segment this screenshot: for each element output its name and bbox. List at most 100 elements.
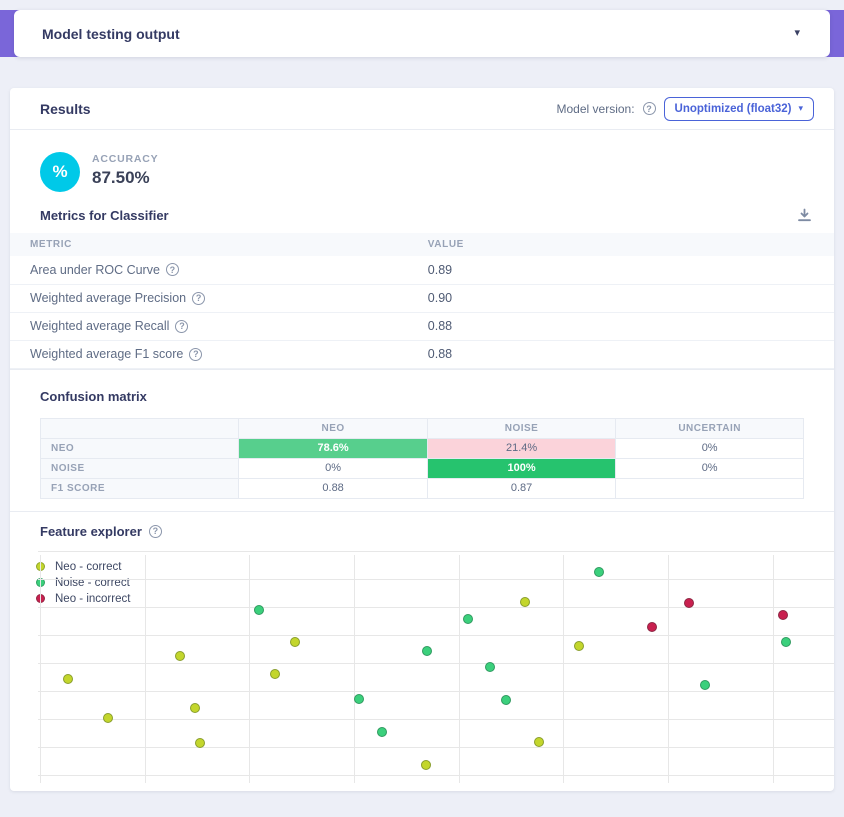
results-card: Results Model version: Unoptimized (floa… [10, 88, 834, 791]
data-point[interactable] [574, 640, 584, 651]
gridline [145, 554, 146, 783]
confusion-row-label: NOISE [39, 457, 240, 479]
gridline [38, 634, 834, 636]
model-testing-output-card[interactable]: Model testing output [14, 10, 830, 57]
confusion-cell: 21.4% [426, 437, 617, 459]
confusion-header: Confusion matrix [10, 370, 834, 418]
table-row: Weighted average F1 score 0.88 [10, 340, 834, 369]
confusion-cell: 0.87 [426, 477, 617, 499]
metric-name: Weighted average Precision [30, 291, 187, 305]
metric-name: Weighted average Recall [30, 319, 170, 333]
data-point[interactable] [190, 702, 200, 713]
table-row: F1 SCORE 0.88 0.87 [39, 477, 804, 499]
data-point[interactable] [254, 604, 264, 615]
help-circle-icon[interactable] [175, 319, 189, 333]
feature-explorer-title: Feature explorer [40, 523, 142, 539]
data-point[interactable] [700, 679, 710, 690]
data-point[interactable] [63, 673, 73, 684]
collapse-caret-icon[interactable] [794, 28, 800, 39]
data-point[interactable] [463, 613, 473, 624]
chart-legend: Neo - correct Noise - correct Neo - incorr… [36, 559, 130, 607]
metric-value: 0.90 [427, 284, 834, 313]
metrics-header: Metrics for Classifier [10, 192, 834, 233]
confusion-cell: 100% [426, 457, 617, 479]
gridline [459, 554, 460, 783]
caret-down-icon [798, 104, 803, 113]
legend-item[interactable]: Neo - incorrect [36, 591, 130, 607]
metrics-col-metric: METRIC [10, 233, 428, 256]
data-point[interactable] [290, 636, 300, 647]
confusion-col-header [39, 417, 240, 439]
metrics-title: Metrics for Classifier [40, 208, 169, 223]
download-icon [798, 208, 811, 222]
gridline [38, 550, 834, 552]
data-point[interactable] [270, 668, 280, 679]
accuracy-text: ACCURACY 87.50% [92, 152, 158, 192]
help-circle-icon[interactable] [192, 291, 206, 305]
data-point[interactable] [422, 645, 432, 656]
gridline [40, 554, 41, 783]
feature-explorer-header: Feature explorer [10, 512, 834, 539]
metric-value: 0.89 [427, 256, 834, 285]
download-button[interactable] [795, 206, 814, 225]
confusion-cell: 78.6% [238, 437, 428, 459]
legend-item[interactable]: Noise - correct [36, 575, 130, 591]
legend-label: Neo - correct [55, 560, 122, 573]
gridline [38, 662, 834, 664]
model-version-dropdown[interactable]: Unoptimized (float32) [663, 96, 814, 121]
metric-name: Area under ROC Curve [30, 262, 160, 277]
confusion-cell: 0% [238, 457, 428, 479]
data-point[interactable] [377, 726, 387, 737]
gridline [38, 774, 834, 776]
metrics-col-value: VALUE [427, 233, 834, 256]
gridline [249, 554, 250, 783]
data-point[interactable] [520, 596, 530, 607]
page-title: Model testing output [42, 25, 180, 42]
metrics-table: METRIC VALUE Area under ROC Curve 0.89 W… [10, 233, 834, 369]
data-point[interactable] [103, 712, 113, 723]
data-point[interactable] [485, 661, 495, 672]
data-point[interactable] [354, 693, 364, 704]
data-point[interactable] [195, 737, 205, 748]
model-version-label: Model version: [556, 101, 635, 116]
percent-icon [40, 152, 80, 192]
model-version-group: Model version: Unoptimized (float32) [556, 96, 814, 121]
accuracy-label: ACCURACY [92, 153, 159, 165]
table-row: Area under ROC Curve 0.89 [10, 256, 834, 285]
model-version-value: Unoptimized (float32) [674, 102, 792, 115]
data-point[interactable] [175, 650, 185, 661]
gridline [38, 606, 834, 608]
accuracy-value: 87.50% [92, 168, 150, 187]
metric-name: Weighted average F1 score [30, 347, 184, 361]
table-row: NOISE 0% 100% 0% [39, 457, 804, 479]
gridline [38, 690, 834, 692]
legend-item[interactable]: Neo - correct [36, 559, 130, 575]
confusion-row-label: NEO [39, 437, 240, 459]
data-point[interactable] [684, 597, 694, 608]
gridline [354, 554, 355, 783]
data-point[interactable] [534, 736, 544, 747]
legend-label: Noise - correct [55, 576, 130, 589]
gridline [38, 746, 834, 748]
gridline [563, 554, 564, 783]
data-point[interactable] [778, 609, 788, 620]
data-point[interactable] [421, 759, 431, 770]
gridline [668, 554, 669, 783]
help-circle-icon[interactable] [148, 524, 162, 538]
data-point[interactable] [781, 636, 791, 647]
confusion-title: Confusion matrix [40, 388, 147, 404]
data-point[interactable] [501, 694, 511, 705]
gridline [38, 718, 834, 720]
help-circle-icon[interactable] [189, 347, 203, 361]
confusion-col-header: NEO [238, 417, 428, 439]
help-circle-icon[interactable] [642, 102, 656, 115]
confusion-row-label: F1 SCORE [39, 477, 240, 499]
data-point[interactable] [647, 621, 657, 632]
table-row: NEO 78.6% 21.4% 0% [39, 437, 804, 459]
results-title: Results [40, 100, 91, 117]
data-point[interactable] [594, 566, 604, 577]
help-circle-icon[interactable] [165, 263, 179, 277]
metric-value: 0.88 [427, 340, 834, 369]
legend-label: Neo - incorrect [55, 592, 131, 605]
feature-explorer-chart[interactable]: Neo - correct Noise - correct Neo - incorr… [30, 550, 834, 791]
